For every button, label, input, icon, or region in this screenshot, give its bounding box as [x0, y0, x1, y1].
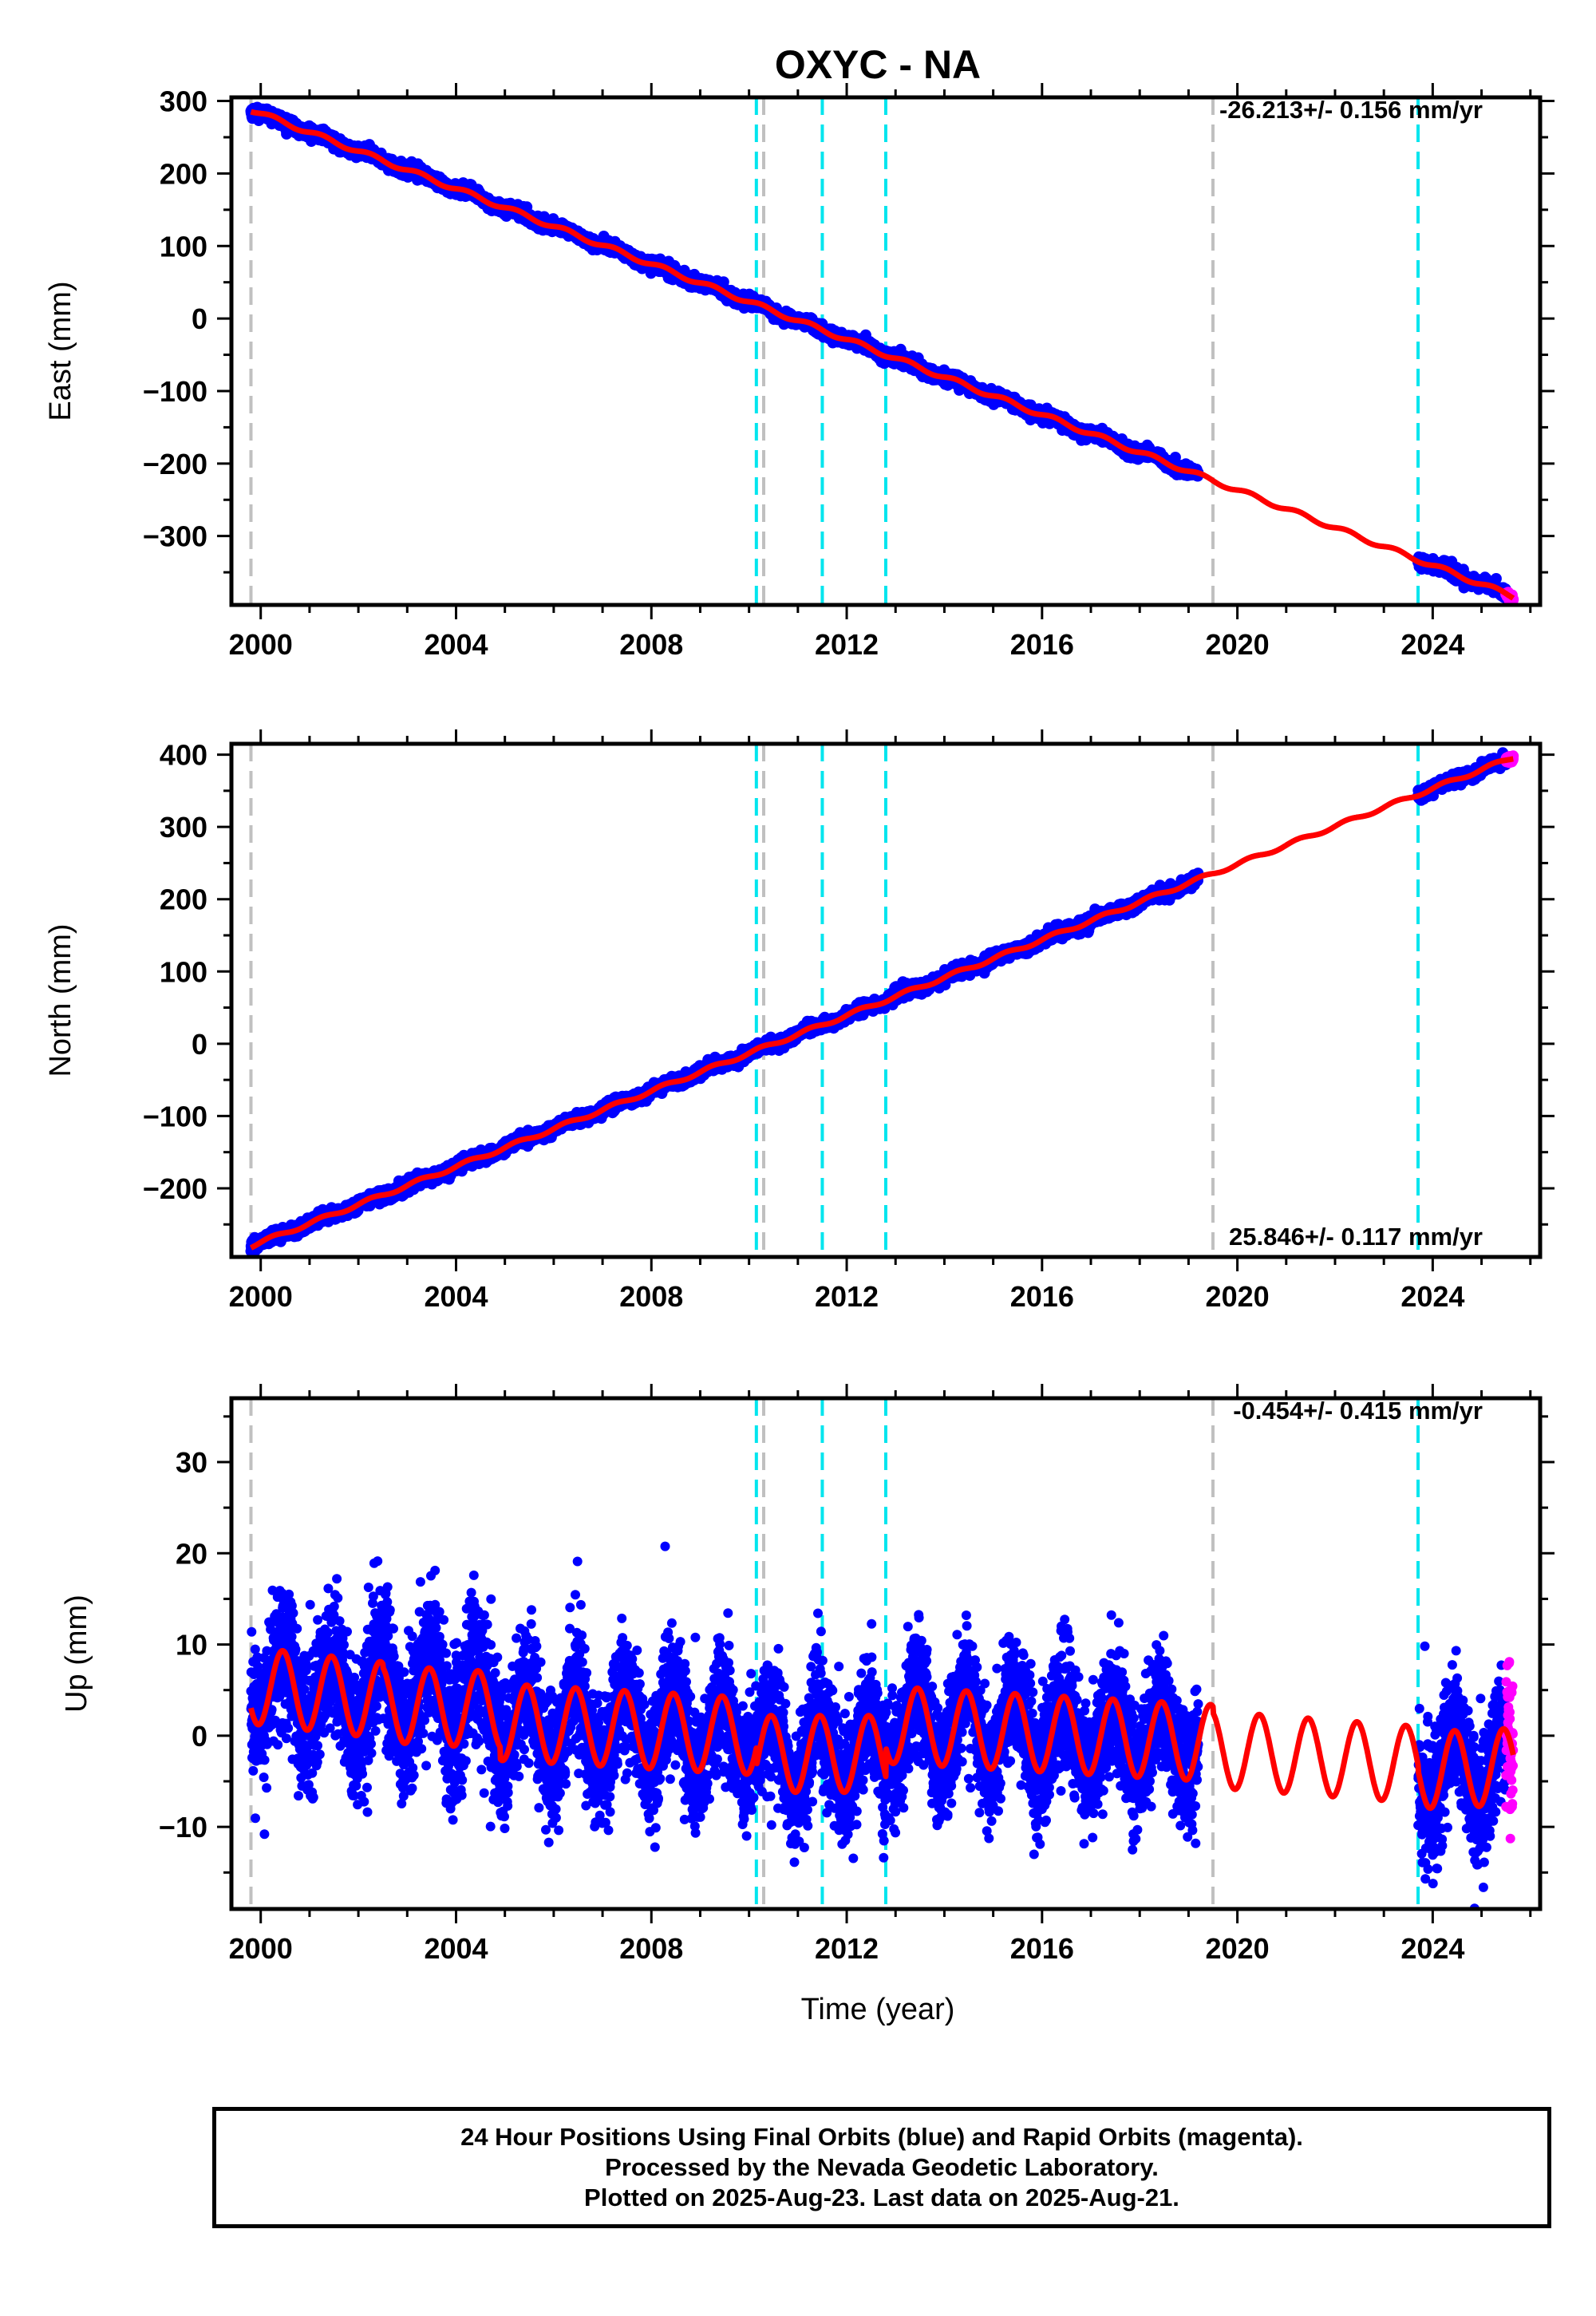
- east-x-tick-label: 2024: [1400, 628, 1464, 661]
- east-y-tick-label: −300: [143, 520, 207, 553]
- figure-title: OXYC - NA: [775, 42, 981, 87]
- panel-east: 2000 2004 2008 2012 2016 2020 2024 300 200 100 0 −1…: [44, 83, 1555, 661]
- east-x-tick-label: 2016: [1010, 628, 1074, 661]
- east-x-tick-label: 2000: [229, 628, 293, 661]
- east-y-tick-label: 100: [160, 230, 207, 263]
- east-y-tick-label: 0: [192, 302, 207, 335]
- east-x-tick-label: 2004: [424, 628, 488, 661]
- east-x-tick-label: 2020: [1206, 628, 1270, 661]
- east-y-tick-label: −100: [143, 375, 207, 408]
- east-plot-area: [245, 97, 1519, 605]
- panel-north: 2000 2004 2008 2012 2016 2020 2024400300200100…: [44, 729, 1555, 1313]
- east-rate-label: -26.213+/- 0.156 mm/yr: [1219, 96, 1483, 124]
- east-y-tick-label: 300: [160, 85, 207, 118]
- east-x-tick-label: 2008: [619, 628, 683, 661]
- east-x-tick-label: 2012: [815, 628, 879, 661]
- east-y-tick-label: −200: [143, 448, 207, 480]
- east-y-tick-label: 200: [160, 157, 207, 190]
- east-y-axis-label: East (mm): [44, 281, 77, 421]
- north-plot-area: [245, 744, 1519, 1257]
- east-model-line: [248, 109, 1516, 601]
- panels-group: 2000 2004 2008 2012 2016 2020 2024 300 200 100 0 −1…: [44, 83, 1555, 1965]
